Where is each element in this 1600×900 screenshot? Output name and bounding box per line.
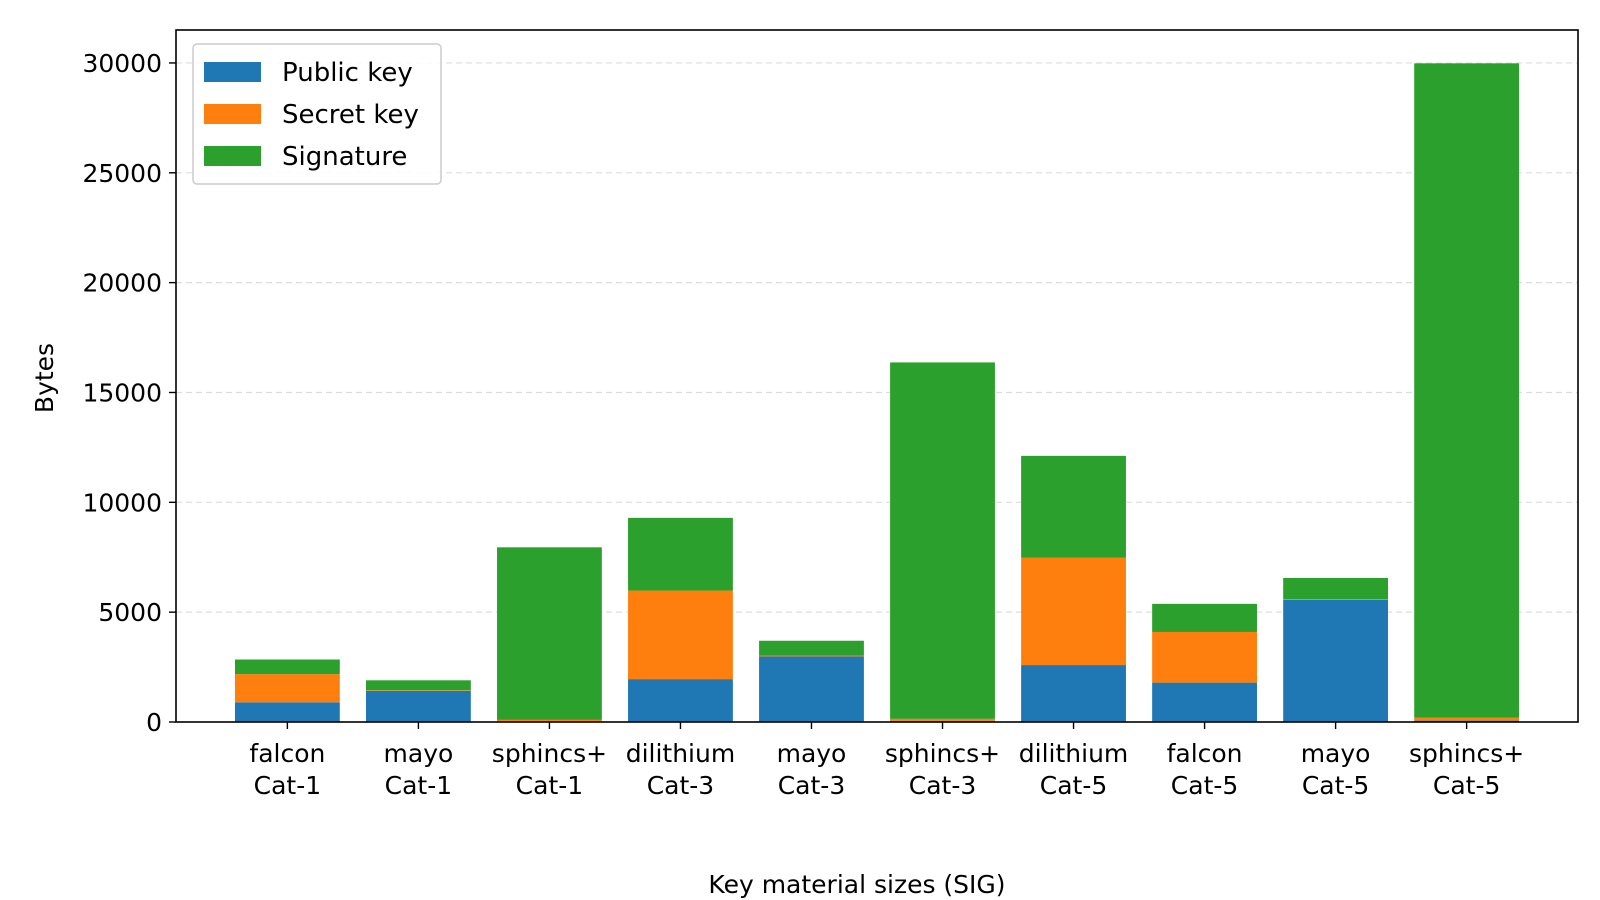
- x-tick-label: mayo Cat-1: [384, 739, 454, 800]
- y-tick-label: 25000: [82, 159, 162, 188]
- x-axis-label: Key material sizes (SIG): [708, 870, 1005, 899]
- y-tick-label: 20000: [82, 269, 162, 298]
- bar-segment: [628, 590, 733, 680]
- x-tick-label: sphincs+ Cat-5: [1409, 739, 1524, 800]
- legend-swatch: [204, 104, 261, 124]
- x-tick-label: dilithium Cat-3: [626, 739, 736, 800]
- bar-segment: [1414, 63, 1520, 718]
- y-tick-label: 30000: [82, 49, 162, 78]
- bar-segment: [1021, 455, 1126, 558]
- bar-segment: [234, 702, 340, 722]
- bar-segment: [1152, 682, 1257, 722]
- x-tick-label: falcon Cat-1: [249, 739, 325, 800]
- bar-segment: [1283, 599, 1389, 600]
- legend-label: Signature: [282, 142, 407, 172]
- x-tick-label: falcon Cat-5: [1167, 739, 1243, 800]
- bar-segment: [759, 640, 864, 656]
- bar-segment: [1152, 631, 1257, 683]
- bar-segment: [628, 517, 733, 591]
- bar-segment: [759, 656, 864, 722]
- y-tick-label: 10000: [82, 488, 162, 517]
- y-axis: 0 5000 10000 15000 20000 25000 30000: [82, 49, 176, 737]
- bar-segment: [497, 547, 602, 720]
- x-tick-label: mayo Cat-3: [777, 739, 847, 800]
- bar-segment: [759, 655, 864, 657]
- bar-segment: [234, 659, 340, 675]
- plot-frame: [175, 29, 1579, 723]
- x-axis: falcon Cat-1 mayo Cat-1 sphincs+ Cat-1 dilithi…: [249, 722, 1524, 800]
- bar-segment: [234, 674, 340, 703]
- x-tick-label: mayo Cat-5: [1301, 739, 1371, 800]
- legend: Public key Secret key Signature: [192, 43, 442, 185]
- bar-segment: [365, 690, 471, 691]
- bar-segment: [1283, 599, 1389, 722]
- x-tick-label: sphincs+ Cat-3: [885, 739, 1000, 800]
- bar-segment: [890, 362, 995, 719]
- bar-segment: [365, 680, 471, 691]
- bar-segment: [1283, 577, 1389, 600]
- bar-segment: [1414, 717, 1520, 721]
- bar-segment: [497, 719, 602, 722]
- bar-segment: [365, 690, 471, 722]
- bars: [234, 63, 1520, 722]
- y-tick-label: 5000: [98, 598, 162, 627]
- bar-segment: [1021, 557, 1126, 666]
- x-tick-label: sphincs+ Cat-1: [492, 739, 607, 800]
- bar-segment: [890, 718, 995, 721]
- bar-segment: [1021, 665, 1126, 722]
- legend-label: Secret key: [282, 100, 419, 130]
- x-tick-label: dilithium Cat-5: [1019, 739, 1129, 800]
- y-axis-label: Bytes: [30, 343, 59, 413]
- bar-segment: [1152, 603, 1257, 632]
- legend-swatch: [204, 146, 261, 166]
- bar-segment: [628, 679, 733, 722]
- legend-label: Public key: [282, 58, 413, 88]
- y-tick-label: 15000: [82, 378, 162, 407]
- legend-swatch: [204, 62, 261, 82]
- y-tick-label: 0: [146, 708, 162, 737]
